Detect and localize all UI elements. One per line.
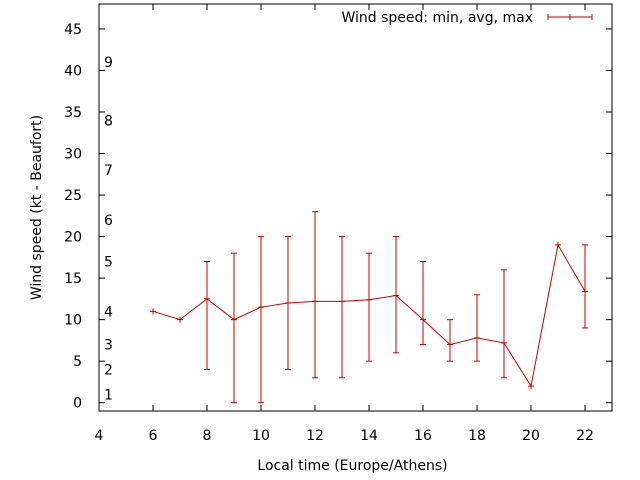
data-point xyxy=(150,308,156,315)
y-tick-label: 20 xyxy=(64,230,82,246)
data-point xyxy=(528,383,534,390)
beaufort-label: 6 xyxy=(104,213,113,229)
x-tick-label: 8 xyxy=(203,428,212,444)
x-axis-ticks: 4 6 8 10 12 14 16 18 20 22 xyxy=(95,4,594,444)
data-point xyxy=(285,300,291,307)
data-point xyxy=(312,298,318,305)
beaufort-label: 8 xyxy=(104,113,113,129)
beaufort-label: 4 xyxy=(104,304,113,320)
y-tick-label: 0 xyxy=(73,396,82,412)
data-point xyxy=(582,288,588,295)
data-point xyxy=(366,296,372,303)
data-point xyxy=(339,298,345,305)
y-tick-label: 40 xyxy=(64,63,82,79)
x-tick-label: 4 xyxy=(95,428,104,444)
avg-wind-speed-points xyxy=(150,241,588,390)
legend: Wind speed: min, avg, max xyxy=(341,10,593,26)
x-tick-label: 22 xyxy=(576,428,594,444)
y-tick-label: 15 xyxy=(64,271,82,287)
y-tick-label: 10 xyxy=(64,313,82,329)
y-tick-label: 35 xyxy=(64,105,82,121)
data-point xyxy=(555,241,561,248)
beaufort-label: 5 xyxy=(104,254,113,270)
data-point xyxy=(393,292,399,299)
beaufort-scale-labels: 1 2 3 4 5 6 7 8 9 xyxy=(104,55,113,403)
x-tick-label: 16 xyxy=(414,428,432,444)
x-tick-label: 6 xyxy=(149,428,158,444)
x-tick-label: 14 xyxy=(360,428,378,444)
y-tick-label: 30 xyxy=(64,147,82,163)
beaufort-label: 3 xyxy=(104,338,113,354)
y-tick-label: 5 xyxy=(73,354,82,370)
data-point xyxy=(501,339,507,346)
data-point xyxy=(204,295,210,302)
error-bars xyxy=(204,211,588,404)
y-axis-label: Wind speed (kt - Beaufort) xyxy=(29,115,45,300)
data-point xyxy=(447,341,453,348)
plot-frame xyxy=(98,3,613,412)
data-point xyxy=(231,316,237,323)
data-point xyxy=(474,334,480,341)
y-tick-label: 25 xyxy=(64,188,82,204)
x-tick-label: 12 xyxy=(306,428,324,444)
beaufort-label: 9 xyxy=(104,55,113,71)
data-point xyxy=(420,316,426,323)
x-tick-label: 20 xyxy=(522,428,540,444)
x-tick-label: 18 xyxy=(468,428,486,444)
x-axis-label: Local time (Europe/Athens) xyxy=(257,458,447,474)
legend-sample xyxy=(547,14,593,20)
data-point xyxy=(258,304,264,311)
beaufort-label: 1 xyxy=(104,387,113,403)
x-tick-label: 10 xyxy=(252,428,270,444)
y-tick-label: 45 xyxy=(64,22,82,38)
beaufort-label: 7 xyxy=(104,163,113,179)
beaufort-label: 2 xyxy=(104,362,113,378)
legend-label: Wind speed: min, avg, max xyxy=(341,10,533,26)
data-point xyxy=(177,316,183,323)
